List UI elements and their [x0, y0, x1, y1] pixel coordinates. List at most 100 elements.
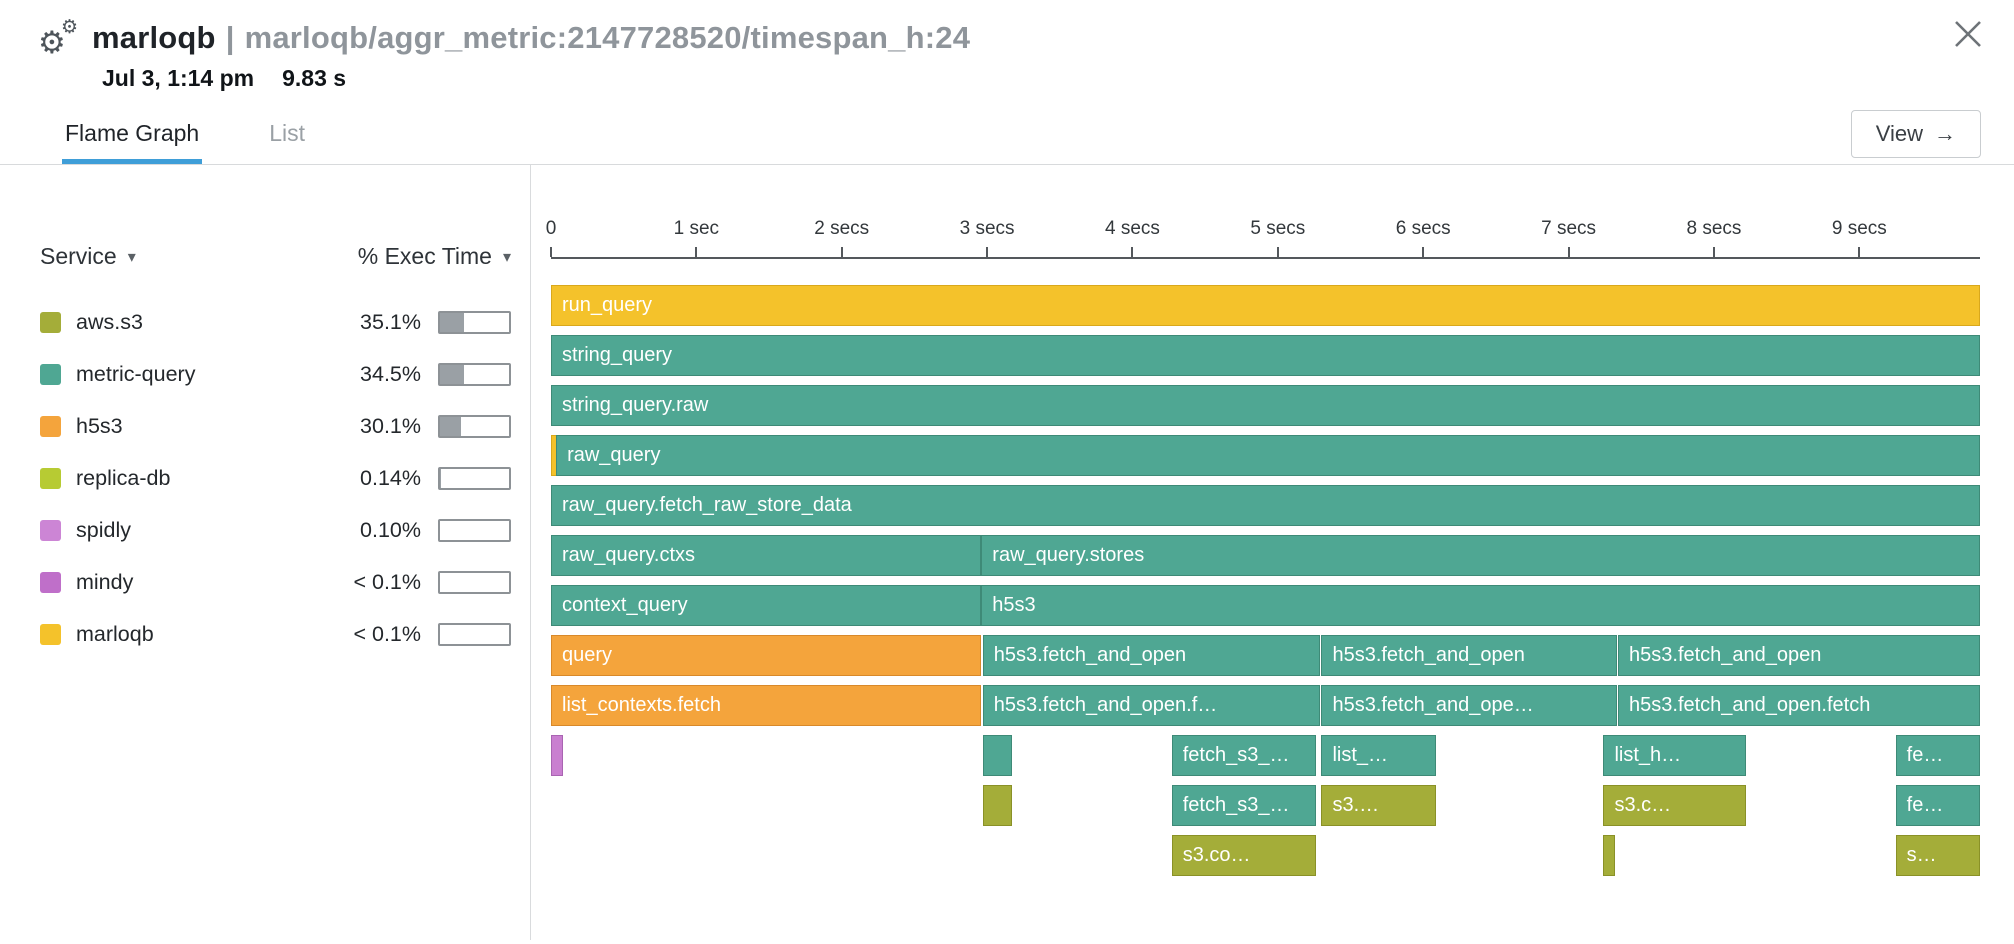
exec-time-percent: < 0.1% — [353, 569, 421, 594]
service-color-swatch — [40, 519, 61, 541]
axis-tick-label: 0 — [545, 218, 557, 239]
gear-icon-small: ⚙ — [61, 16, 79, 38]
axis-tick-label: 3 secs — [959, 218, 1015, 239]
service-row-h5s3[interactable]: h5s3 30.1% — [40, 400, 511, 452]
flame-span-h5s3.fetch_and_open.fetch[interactable]: h5s3.fetch_and_open.fetch — [1618, 685, 1980, 726]
service-row-mindy[interactable]: mindy < 0.1% — [40, 556, 511, 608]
close-icon[interactable] — [1950, 16, 1986, 52]
chevron-down-icon[interactable]: ▾ — [127, 247, 136, 266]
arrow-right-icon: → — [1934, 121, 1956, 146]
trace-duration: 9.83 s — [282, 65, 347, 91]
exec-time-bar — [438, 466, 511, 490]
exec-time-bar — [438, 518, 511, 542]
axis-tick-mark — [1131, 247, 1134, 257]
service-row-aws-s3[interactable]: aws.s3 35.1% — [40, 296, 511, 348]
flame-span[interactable] — [982, 785, 1012, 826]
service-name: replica-db — [76, 465, 171, 490]
service-name: h5s3 — [76, 413, 123, 438]
exec-time-percent: 34.5% — [360, 361, 421, 386]
axis-tick-label: 2 secs — [814, 218, 870, 239]
axis-tick-mark — [1712, 247, 1715, 257]
exec-time-bar — [438, 622, 511, 646]
flame-span-raw_query.stores[interactable]: raw_query.stores — [981, 535, 1980, 576]
service-row-metric-query[interactable]: metric-query 34.5% — [40, 348, 511, 400]
flame-span-fe[interactable]: fe… — [1895, 785, 1980, 826]
exec-time-percent: 0.10% — [360, 517, 421, 542]
flame-span-query[interactable]: query — [551, 635, 982, 676]
axis-tick-label: 1 sec — [673, 218, 720, 239]
flame-span-s[interactable]: s… — [1895, 835, 1980, 876]
view-button-label: View — [1875, 121, 1923, 146]
flame-span-h5s3[interactable]: h5s3 — [981, 585, 1980, 626]
service-name: spidly — [76, 517, 131, 542]
service-row-spidly[interactable]: spidly 0.10% — [40, 504, 511, 556]
exec-time-bar-fill — [440, 416, 461, 436]
flame-span-h5s3.fetch_and_open.f[interactable]: h5s3.fetch_and_open.f… — [982, 685, 1320, 726]
flame-span[interactable] — [1603, 835, 1616, 876]
flame-span-s3.c[interactable]: s3.c… — [1603, 785, 1746, 826]
flame-span-context_query[interactable]: context_query — [551, 585, 982, 626]
flame-row: list_contexts.fetch h5s3.fetch_and_open.f… — [551, 685, 1980, 726]
service-row-replica-db[interactable]: replica-db 0.14% — [40, 452, 511, 504]
flame-span-fetch_s3_[interactable]: fetch_s3_… — [1171, 735, 1316, 776]
title-block: marloqb | marloqb/aggr_metric:2147728520/t… — [92, 20, 970, 92]
flame-span-s3.[interactable]: s3.… — [1321, 785, 1437, 826]
exec-time-percent: 0.14% — [360, 465, 421, 490]
title-separator: | — [225, 20, 235, 55]
flame-span-h5s3.fetch_and_open[interactable]: h5s3.fetch_and_open — [982, 635, 1320, 676]
tab-list[interactable]: List — [269, 120, 306, 146]
flame-row: context_query h5s3 — [551, 585, 1980, 626]
service-column-header[interactable]: Service — [40, 243, 117, 269]
axis-tick-mark — [1858, 247, 1861, 257]
flame-span-fetch_s3_[interactable]: fetch_s3_… — [1171, 785, 1316, 826]
flame-span-string_query[interactable]: string_query — [551, 335, 1980, 376]
service-name: mindy — [76, 569, 134, 594]
exec-time-bar — [438, 310, 511, 334]
services-gear-icon: ⚙ ⚙ — [38, 16, 86, 64]
flame-span-run_query[interactable]: run_query — [551, 285, 1980, 326]
flame-row: run_query — [551, 285, 1980, 326]
flame-row: query h5s3.fetch_and_open h5s3.fetch_and_o… — [551, 635, 1980, 676]
page-title: marloqb | marloqb/aggr_metric:2147728520/t… — [92, 20, 970, 56]
flame-span-list_[interactable]: list_… — [1321, 735, 1437, 776]
exec-time-column-header[interactable]: % Exec Time — [357, 243, 492, 269]
exec-time-percent: 30.1% — [360, 413, 421, 438]
flame-row: raw_query — [551, 435, 1980, 476]
flame-span-raw_query[interactable]: raw_query — [556, 435, 1980, 476]
flame-span-raw_query.ctxs[interactable]: raw_query.ctxs — [551, 535, 982, 576]
flame-span[interactable] — [982, 735, 1012, 776]
flame-row: fetch_s3_… s3.… s3.c… fe… — [551, 785, 1980, 826]
axis-tick-label: 5 secs — [1250, 218, 1306, 239]
flame-span[interactable] — [551, 735, 563, 776]
chevron-down-icon[interactable]: ▾ — [502, 247, 511, 266]
service-color-swatch — [40, 467, 61, 489]
service-color-swatch — [40, 571, 61, 593]
flame-span-s3.co[interactable]: s3.co… — [1171, 835, 1316, 876]
service-name: metric-query — [76, 361, 196, 386]
flame-span-h5s3.fetch_and_ope[interactable]: h5s3.fetch_and_ope… — [1321, 685, 1617, 726]
services-list: aws.s3 35.1% metric-query 34.5% h5s3 30.1% rep… — [40, 296, 511, 660]
flame-span-h5s3.fetch_and_open[interactable]: h5s3.fetch_and_open — [1618, 635, 1980, 676]
axis-tick-mark — [840, 247, 843, 257]
service-row-marloqb[interactable]: marloqb < 0.1% — [40, 608, 511, 660]
view-button[interactable]: View → — [1850, 110, 1981, 158]
axis-tick-mark — [986, 247, 989, 257]
flame-row: raw_query.fetch_raw_store_data — [551, 485, 1980, 526]
service-color-swatch — [40, 415, 61, 437]
trace-resource-name: marloqb/aggr_metric:2147728520/timespan_… — [244, 20, 971, 55]
flame-span-raw_query.fetch_raw_store_data[interactable]: raw_query.fetch_raw_store_data — [551, 485, 1980, 526]
flame-span-list_h[interactable]: list_h… — [1603, 735, 1746, 776]
trace-meta: Jul 3, 1:14 pm 9.83 s — [92, 65, 970, 92]
flame-span-h5s3.fetch_and_open[interactable]: h5s3.fetch_and_open — [1321, 635, 1617, 676]
axis-tick-mark — [695, 247, 698, 257]
flame-span-list_contexts.fetch[interactable]: list_contexts.fetch — [551, 685, 982, 726]
exec-time-percent: 35.1% — [360, 309, 421, 334]
flame-span-string_query.raw[interactable]: string_query.raw — [551, 385, 1980, 426]
service-name: marloqb — [76, 621, 154, 646]
tab-bar: Flame Graph List — [0, 108, 2014, 165]
flame-span-fe[interactable]: fe… — [1895, 735, 1980, 776]
service-color-swatch — [40, 363, 61, 385]
axis-tick-label: 6 secs — [1395, 218, 1451, 239]
tab-flame-graph[interactable]: Flame Graph — [62, 108, 203, 164]
